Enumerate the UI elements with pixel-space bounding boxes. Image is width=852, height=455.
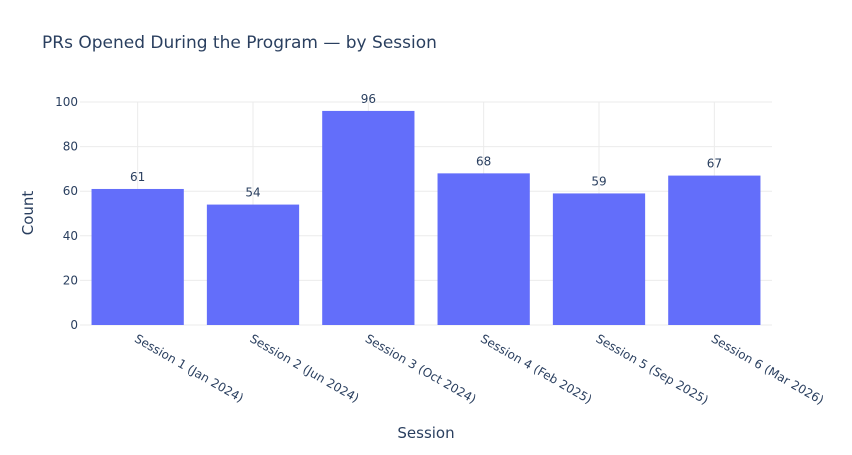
x-tick-label: Session 6 (Mar 2026) xyxy=(709,331,826,407)
bar-value-label: 96 xyxy=(361,92,376,106)
data-label-layer: 61 54 96 68 59 67 xyxy=(130,92,722,200)
bar-layer xyxy=(91,110,761,325)
y-tick-label: 80 xyxy=(63,140,78,154)
bar[interactable] xyxy=(668,175,761,325)
bar[interactable] xyxy=(322,110,415,325)
x-tick-label: Session 3 (Oct 2024) xyxy=(363,331,479,406)
bar[interactable] xyxy=(437,173,530,325)
y-tick-label: 40 xyxy=(63,229,78,243)
x-axis-title: Session xyxy=(397,424,454,442)
x-tick-label: Session 2 (Jun 2024) xyxy=(248,331,362,405)
chart-title: PRs Opened During the Program — by Sessi… xyxy=(42,33,437,53)
y-tick-label: 100 xyxy=(55,95,78,109)
bar[interactable] xyxy=(91,188,184,325)
y-tick-label: 60 xyxy=(63,184,78,198)
y-tick-label: 20 xyxy=(63,273,78,287)
y-tick-label: 0 xyxy=(70,318,78,332)
x-tick-label: Session 4 (Feb 2025) xyxy=(478,331,594,406)
y-axis-title: Count xyxy=(19,191,37,236)
x-tick-label: Session 5 (Sep 2025) xyxy=(594,331,711,407)
bar-value-label: 68 xyxy=(476,154,491,168)
bar-value-label: 54 xyxy=(245,186,260,200)
bar-value-label: 61 xyxy=(130,170,145,184)
bar-value-label: 59 xyxy=(591,174,606,188)
x-tick-label: Session 1 (Jan 2024) xyxy=(132,331,246,405)
grid-layer xyxy=(80,101,772,326)
bar[interactable] xyxy=(552,193,646,325)
bar-value-label: 67 xyxy=(707,157,722,171)
bar[interactable] xyxy=(206,204,300,325)
